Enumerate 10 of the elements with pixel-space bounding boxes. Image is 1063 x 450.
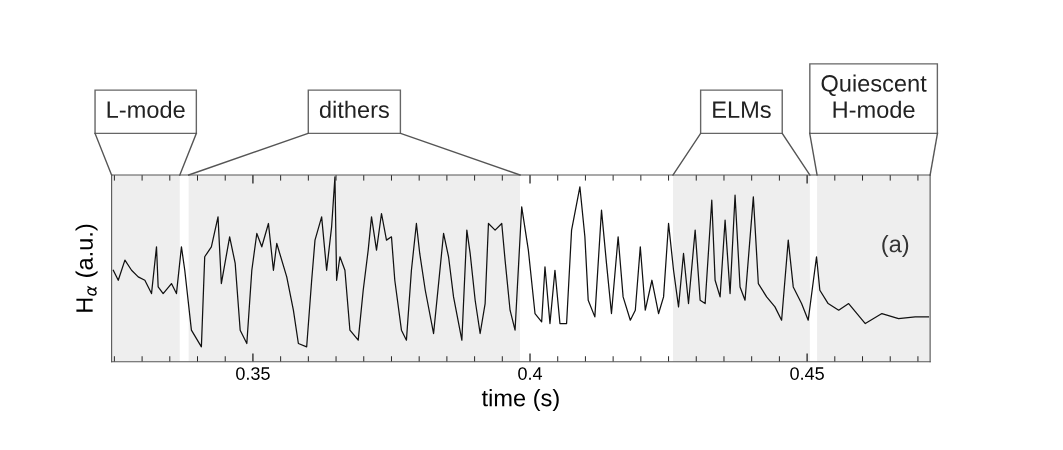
x-tick-label: 0.45 (790, 367, 824, 380)
band-label: dithers (319, 100, 389, 119)
y-axis-title: H$_{α}$ (a.u.) (75, 224, 98, 312)
band-label: ELMs (713, 101, 771, 119)
band-label: Quiescent H-mode (821, 74, 927, 119)
x-tick-label: 0.35 (236, 367, 270, 380)
x-tick-label: 0.4 (518, 367, 543, 380)
annotation: (a) (882, 235, 909, 258)
band-label: L-mode (107, 100, 185, 119)
x-axis-title: time (s) (481, 389, 559, 412)
